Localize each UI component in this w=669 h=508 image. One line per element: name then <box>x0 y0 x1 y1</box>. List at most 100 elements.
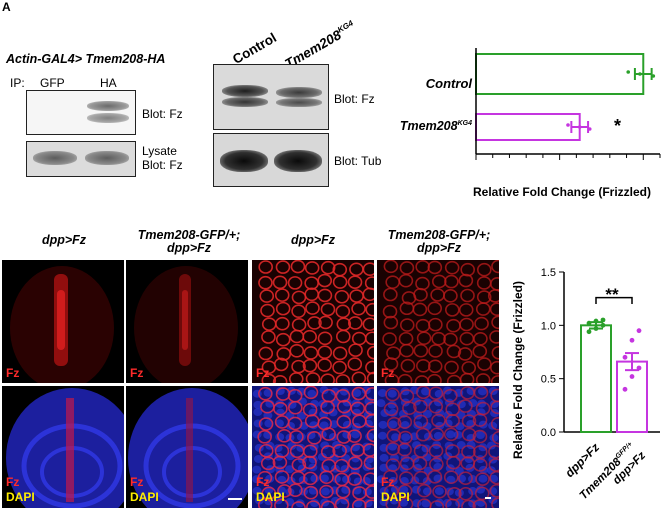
panel-a-title: Actin-GAL4> Tmem208-HA <box>6 52 165 66</box>
panel-c-header-1: dpp>Fz <box>2 234 126 247</box>
panel-a-blot-ip <box>26 90 136 135</box>
cell-outline <box>472 429 488 444</box>
cell-outline <box>320 373 335 383</box>
nucleus <box>486 441 496 450</box>
data-point <box>636 328 642 334</box>
nucleus <box>391 433 401 442</box>
micrograph-mutant-fz-image <box>134 266 238 383</box>
cell-outline <box>335 329 351 344</box>
cell-outline <box>275 301 291 316</box>
micrograph-mutant-fz: Fz <box>126 260 248 383</box>
nucleus <box>307 389 317 398</box>
cell-outline <box>365 360 374 375</box>
cell-outline <box>415 276 430 291</box>
cell-outline <box>427 260 443 275</box>
band-ha-1 <box>87 101 129 111</box>
nucleus <box>310 474 320 483</box>
cell-outline <box>317 288 333 303</box>
nucleus <box>306 431 316 440</box>
cell-outline <box>461 499 476 508</box>
nucleus <box>275 399 285 408</box>
cell-outline <box>320 260 336 275</box>
cell-outline <box>397 484 413 498</box>
nucleus <box>378 431 388 440</box>
cell-outline <box>365 302 374 317</box>
panel-b-blot-tub <box>213 133 329 187</box>
nucleus <box>388 442 398 451</box>
cell-outline <box>303 386 319 400</box>
cell-outline <box>272 275 288 290</box>
cell-outline <box>334 497 350 508</box>
cell-outline <box>364 485 374 499</box>
cell-outline <box>289 429 304 444</box>
cell-outline <box>399 261 415 275</box>
cell-outline <box>336 415 352 429</box>
cell-outline <box>487 289 499 303</box>
nucleus <box>446 475 456 484</box>
panel-c-header-2-line1: Tmem208-GFP/+; <box>137 228 241 242</box>
cell-outline <box>366 428 374 443</box>
micrograph-label-fz: Fz <box>381 475 395 489</box>
nucleus <box>488 487 498 496</box>
panel-c-header-2-line2: dpp>Fz <box>166 241 212 255</box>
nucleus <box>285 465 295 474</box>
cell-outline <box>459 317 474 332</box>
cell-outline <box>363 456 374 470</box>
y-tick-label: 0.5 <box>541 374 556 386</box>
cell-outline <box>289 344 305 358</box>
data-point <box>586 329 592 335</box>
cell-outline <box>383 260 399 274</box>
panel-c-header-1-line1: dpp>Fz <box>41 233 87 247</box>
blot-label-lysate-line2: Blot: Fz <box>142 158 183 172</box>
y-tick-label: 0.0 <box>541 427 556 439</box>
panel-a-blot-lysate <box>26 141 136 177</box>
cell-outline <box>385 275 400 289</box>
band-tub-mutant <box>274 150 322 172</box>
cell-outline <box>257 498 273 508</box>
cell-outline <box>351 371 367 383</box>
nucleus <box>296 411 306 420</box>
band-lysate-gfp <box>33 151 77 165</box>
cell-outline <box>332 275 348 289</box>
cell-outline <box>351 331 367 346</box>
cell-outline <box>490 375 499 383</box>
cell-outline <box>347 316 363 330</box>
cell-outline <box>397 415 413 429</box>
band-lysate-ha <box>85 151 129 165</box>
y-tick-label: 1.0 <box>541 320 556 332</box>
cell-outline <box>287 416 303 431</box>
panel-a-title-construct: Tmem208-HA <box>85 52 166 66</box>
cell-outline <box>472 344 488 359</box>
blot-label-fz: Blot: Fz <box>334 92 375 106</box>
cell-outline <box>458 273 474 288</box>
cell-outline <box>291 458 307 472</box>
lane-label-control: Control <box>230 30 280 67</box>
cell-outline <box>305 372 321 383</box>
nucleus <box>320 441 330 450</box>
cell-outline <box>444 260 460 275</box>
cell-outline <box>303 346 319 360</box>
cell-outline <box>432 484 447 499</box>
chart-top-category-mutant-allele: KG4 <box>458 120 473 127</box>
nucleus <box>421 387 431 396</box>
micrograph-label-fz: Fz <box>6 475 20 489</box>
cell-outline <box>383 469 398 484</box>
cell-outline <box>347 429 362 443</box>
cell-outline <box>490 417 499 431</box>
cell-outline <box>472 413 488 427</box>
nucleus <box>253 408 263 417</box>
cell-outline <box>476 262 492 277</box>
micrograph-mutant-merge-zoom: Fz DAPI <box>377 386 499 508</box>
cell-outline <box>397 442 412 457</box>
cell-outline <box>303 471 318 486</box>
data-point <box>651 74 656 78</box>
cell-outline <box>429 427 445 442</box>
cell-outline <box>317 345 333 360</box>
cell-outline <box>332 360 347 375</box>
band-ha-2 <box>87 113 129 123</box>
data-point <box>638 72 642 76</box>
cell-outline <box>427 359 443 374</box>
cell-outline <box>362 443 374 457</box>
cell-outline <box>474 316 489 331</box>
cell-outline <box>491 430 499 445</box>
